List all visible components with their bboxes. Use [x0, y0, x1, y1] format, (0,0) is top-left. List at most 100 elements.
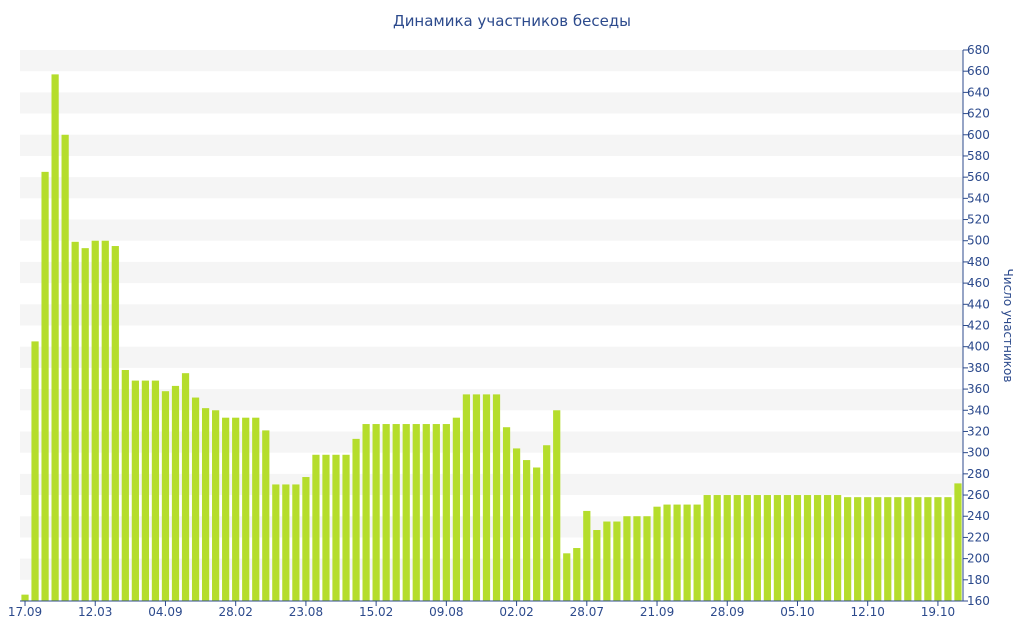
bar[interactable] — [161, 391, 170, 601]
bar[interactable] — [302, 477, 310, 601]
bar[interactable] — [91, 240, 99, 602]
bar[interactable] — [31, 341, 39, 601]
bar[interactable] — [934, 497, 942, 601]
bar[interactable] — [272, 484, 280, 601]
bar[interactable] — [432, 424, 440, 601]
bar[interactable] — [41, 171, 49, 602]
bar[interactable] — [292, 484, 300, 601]
bar[interactable] — [262, 430, 270, 601]
y-tick-label: 300 — [967, 446, 990, 460]
bar[interactable] — [924, 497, 932, 601]
bar[interactable] — [212, 410, 220, 601]
bar[interactable] — [171, 385, 180, 601]
bar[interactable] — [884, 497, 892, 601]
bar[interactable] — [151, 380, 160, 601]
bar[interactable] — [543, 445, 551, 601]
bar[interactable] — [874, 497, 882, 601]
bar[interactable] — [332, 454, 340, 601]
bar[interactable] — [462, 394, 471, 602]
bar[interactable] — [743, 495, 751, 601]
bar[interactable] — [723, 495, 731, 601]
bar[interactable] — [663, 504, 671, 601]
x-tick-label: 21.09 — [640, 605, 674, 619]
bar[interactable] — [773, 495, 782, 601]
bar[interactable] — [573, 548, 581, 601]
bar[interactable] — [482, 394, 491, 602]
bar[interactable] — [21, 594, 29, 601]
bar[interactable] — [713, 495, 721, 601]
bar[interactable] — [242, 417, 250, 601]
bar[interactable] — [623, 516, 631, 601]
bar[interactable] — [352, 438, 360, 601]
bar[interactable] — [703, 495, 711, 601]
bar[interactable] — [683, 504, 691, 601]
bar[interactable] — [201, 408, 210, 601]
bar[interactable] — [442, 424, 450, 601]
bar[interactable] — [793, 495, 802, 601]
bar[interactable] — [402, 424, 410, 601]
bar[interactable] — [222, 417, 230, 601]
bar[interactable] — [593, 530, 601, 601]
bar[interactable] — [643, 516, 651, 601]
bar[interactable] — [492, 394, 501, 602]
bar[interactable] — [833, 495, 842, 601]
bar[interactable] — [472, 394, 481, 602]
bar[interactable] — [502, 427, 511, 601]
bar[interactable] — [121, 370, 129, 601]
bar[interactable] — [51, 74, 59, 602]
bar[interactable] — [282, 484, 290, 601]
bar[interactable] — [823, 495, 832, 601]
bar[interactable] — [372, 424, 380, 601]
bar[interactable] — [412, 424, 420, 601]
bar[interactable] — [613, 521, 621, 601]
bar[interactable] — [944, 497, 952, 601]
bar[interactable] — [854, 497, 862, 601]
bar[interactable] — [81, 248, 89, 601]
bar[interactable] — [252, 417, 260, 601]
bar[interactable] — [904, 497, 912, 601]
bar[interactable] — [673, 504, 681, 601]
bar[interactable] — [322, 454, 330, 601]
bar[interactable] — [312, 454, 320, 601]
bar[interactable] — [553, 410, 561, 601]
x-tick-label: 09.08 — [429, 605, 463, 619]
bar[interactable] — [392, 424, 400, 601]
bar[interactable] — [653, 506, 661, 601]
bar[interactable] — [894, 497, 902, 601]
bar[interactable] — [362, 424, 370, 601]
bar[interactable] — [512, 448, 521, 601]
bar[interactable] — [181, 373, 190, 601]
bar[interactable] — [131, 380, 139, 601]
bar[interactable] — [342, 454, 350, 601]
bar[interactable] — [533, 467, 541, 601]
bar[interactable] — [864, 497, 872, 601]
grid-band — [20, 134, 963, 156]
bar[interactable] — [813, 495, 822, 601]
bar[interactable] — [141, 380, 150, 601]
bar[interactable] — [733, 495, 741, 601]
bar[interactable] — [783, 495, 792, 601]
bar[interactable] — [191, 397, 200, 601]
bar[interactable] — [753, 495, 761, 601]
x-tick-label: 23.08 — [289, 605, 323, 619]
bar[interactable] — [61, 134, 69, 601]
bar[interactable] — [232, 417, 240, 601]
bar[interactable] — [583, 510, 591, 601]
bar[interactable] — [71, 241, 79, 602]
bar[interactable] — [844, 497, 852, 601]
bar[interactable] — [954, 483, 962, 601]
bar[interactable] — [452, 417, 460, 601]
bar[interactable] — [422, 424, 430, 601]
x-tick-label: 28.09 — [710, 605, 744, 619]
bar[interactable] — [382, 424, 390, 601]
bar[interactable] — [763, 495, 771, 601]
bar[interactable] — [111, 246, 119, 601]
bar[interactable] — [914, 497, 922, 601]
bar[interactable] — [803, 495, 812, 601]
bar[interactable] — [603, 521, 611, 601]
bar[interactable] — [523, 460, 531, 601]
bar[interactable] — [101, 240, 109, 602]
bar[interactable] — [693, 504, 701, 601]
bar[interactable] — [633, 516, 641, 601]
bar[interactable] — [563, 553, 571, 601]
